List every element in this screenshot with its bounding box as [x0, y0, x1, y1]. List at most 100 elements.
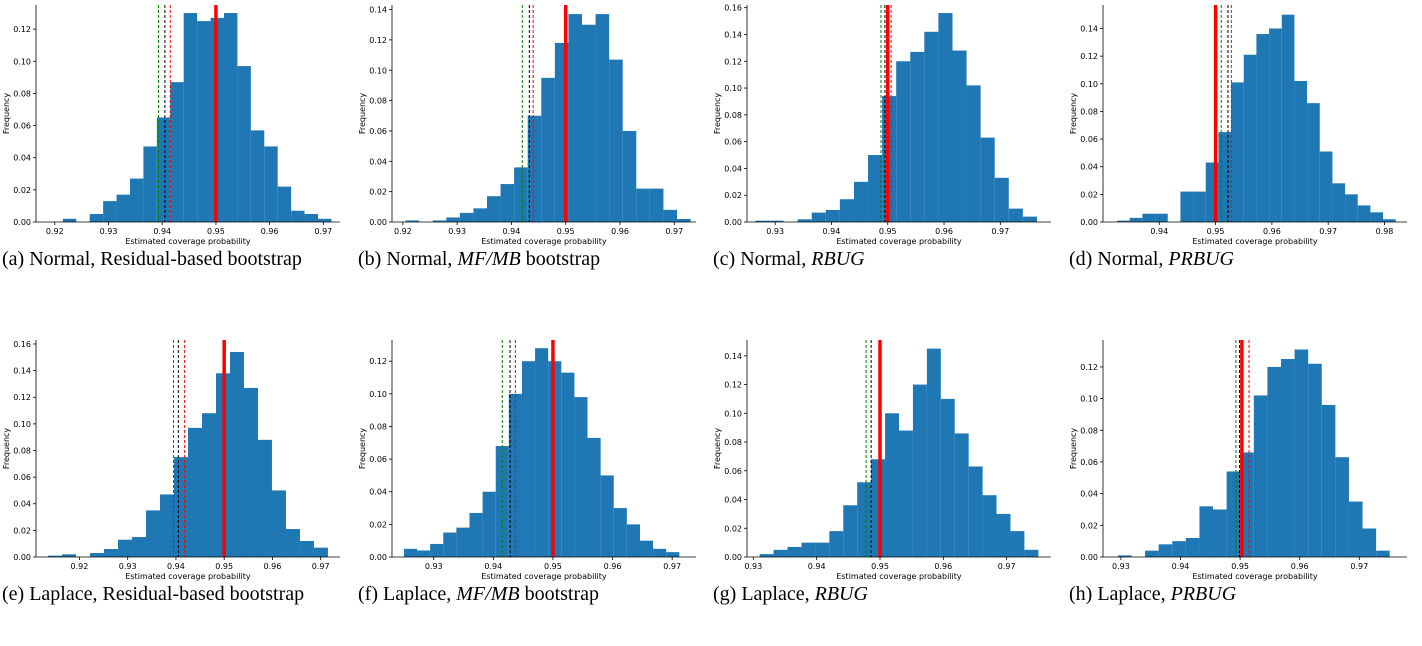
y-tick-label: 0.00	[369, 218, 387, 227]
caption: (h) Laplace, PRBUG	[1069, 581, 1414, 607]
bar	[446, 217, 460, 222]
bar	[1253, 395, 1268, 557]
bar	[197, 21, 211, 223]
y-tick-label: 0.04	[724, 164, 742, 173]
x-tick-label: 0.95	[1231, 562, 1249, 571]
y-tick-label: 0.12	[369, 357, 387, 366]
x-tick-label: 0.95	[879, 227, 897, 236]
bar	[829, 531, 844, 557]
y-tick-label: 0.02	[13, 186, 31, 195]
bar	[853, 181, 869, 222]
y-tick-label: 0.08	[369, 97, 387, 106]
y-tick-label: 0.06	[369, 455, 387, 464]
bar	[430, 543, 444, 557]
x-tick-label: 0.96	[934, 562, 952, 571]
bar	[1332, 183, 1346, 222]
bar	[1243, 54, 1257, 222]
y-tick-label: 0.06	[1080, 135, 1098, 144]
x-tick-label: 0.98	[1376, 227, 1394, 236]
caption-text: MF/MB	[456, 583, 520, 605]
y-tick-label: 0.08	[724, 438, 742, 447]
x-tick-label: 0.96	[604, 562, 622, 571]
x-tick-label: 0.94	[484, 562, 502, 571]
bar	[143, 146, 157, 222]
x-tick-label: 0.95	[871, 562, 889, 571]
bar	[561, 372, 575, 557]
y-tick-label: 0.06	[1080, 458, 1098, 467]
x-tick-label: 0.94	[153, 227, 171, 236]
y-tick-label: 0.00	[13, 553, 31, 562]
x-tick-label: 0.93	[744, 562, 762, 571]
bar	[825, 209, 840, 222]
bar	[954, 433, 969, 557]
bar	[521, 361, 536, 557]
x-tick-label: 0.95	[215, 562, 233, 571]
y-axis-label: Frequency	[713, 93, 722, 135]
y-tick-label: 0.08	[13, 89, 31, 98]
bar	[1185, 537, 1200, 557]
bar	[527, 115, 542, 222]
x-axis-label: Estimated coverage probability	[125, 572, 251, 581]
bar	[89, 213, 104, 222]
y-tick-label: 0.12	[724, 381, 742, 390]
y-tick-label: 0.16	[724, 4, 742, 13]
x-tick-label: 0.92	[71, 562, 89, 571]
y-tick-label: 0.02	[13, 526, 31, 535]
y-tick-label: 0.10	[13, 420, 31, 429]
bar	[1172, 541, 1186, 557]
y-tick-label: 0.14	[369, 6, 387, 15]
bar	[118, 539, 133, 557]
x-tick-label: 0.93	[766, 227, 784, 236]
y-tick-label: 0.04	[369, 157, 387, 166]
bar	[285, 529, 300, 557]
y-tick-label: 0.12	[13, 393, 31, 402]
bar	[1294, 81, 1308, 223]
bar	[1155, 213, 1168, 222]
y-tick-label: 0.02	[724, 191, 742, 200]
bar	[417, 550, 431, 557]
y-tick-label: 0.00	[13, 218, 31, 227]
y-axis-label: Frequency	[358, 428, 367, 470]
bar	[299, 541, 314, 557]
bar	[1142, 213, 1156, 222]
bar	[1376, 550, 1390, 557]
bar	[839, 199, 854, 222]
y-tick-label: 0.08	[13, 446, 31, 455]
bar	[405, 220, 420, 222]
y-tick-label: 0.10	[13, 57, 31, 66]
bar	[146, 510, 161, 557]
y-tick-label: 0.06	[724, 467, 742, 476]
caption-text: (d) Normal,	[1069, 248, 1169, 270]
bar	[500, 184, 515, 222]
bar	[801, 542, 816, 557]
bar	[759, 554, 774, 557]
caption: (a) Normal, Residual-based bootstrap	[2, 246, 347, 272]
bar	[62, 218, 77, 222]
bar	[459, 212, 474, 222]
y-tick-label: 0.02	[1080, 190, 1098, 199]
x-tick-label: 0.96	[611, 227, 629, 236]
x-tick-label: 0.93	[1112, 562, 1130, 571]
y-tick-label: 0.00	[369, 553, 387, 562]
bar	[250, 130, 265, 222]
y-tick-label: 0.14	[1080, 24, 1098, 33]
caption-text: (b) Normal,	[358, 248, 458, 270]
bar	[609, 59, 623, 223]
y-tick-label: 0.12	[1080, 363, 1098, 372]
x-tick-label: 0.97	[314, 227, 332, 236]
bar	[174, 457, 188, 557]
bar	[1335, 457, 1349, 557]
bar	[653, 548, 667, 557]
bar	[1294, 349, 1309, 557]
bar	[885, 413, 899, 557]
bar	[568, 14, 582, 223]
bar	[469, 512, 483, 557]
x-tick-label: 0.97	[1319, 227, 1337, 236]
bar	[1383, 219, 1396, 222]
bar	[1280, 359, 1295, 557]
bar	[104, 549, 119, 557]
x-tick-label: 0.96	[935, 227, 953, 236]
x-tick-label: 0.97	[663, 562, 681, 571]
bar	[48, 555, 63, 557]
